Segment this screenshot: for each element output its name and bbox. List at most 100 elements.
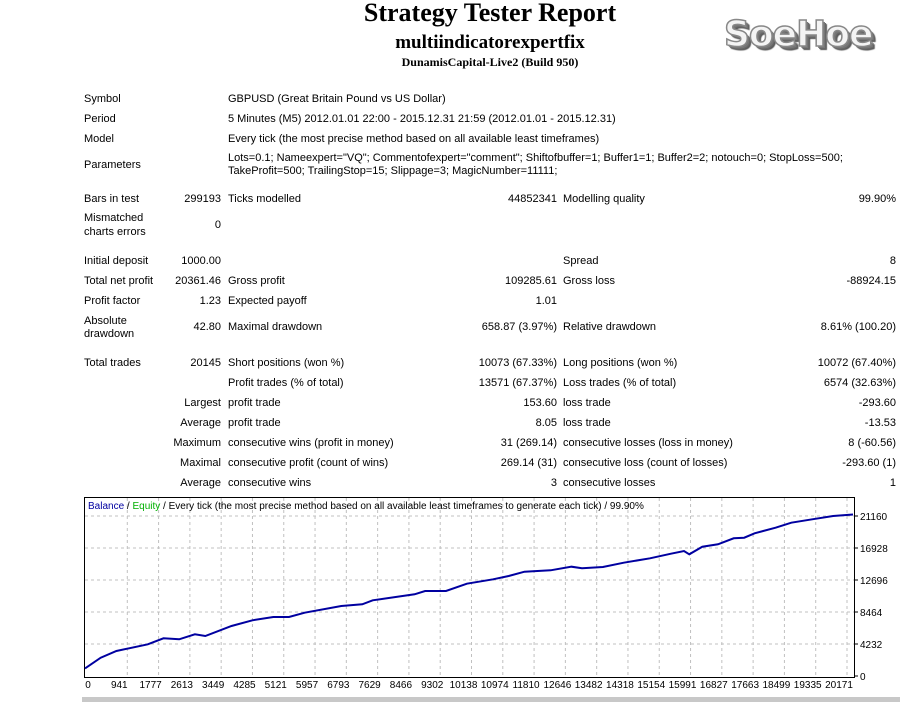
period-value: 5 Minutes (M5) 2012.01.01 22:00 - 2015.1… xyxy=(228,113,616,125)
maximal-profit-value: 269.14 (31) xyxy=(500,457,557,469)
relative-drawdown-label: Relative drawdown xyxy=(563,321,656,333)
total-trades-value: 20145 xyxy=(190,357,221,369)
x-tick-label: 5121 xyxy=(265,680,288,691)
gross-profit-value: 109285.61 xyxy=(505,275,557,287)
x-tick-label: 10974 xyxy=(481,680,509,691)
chart-ticks: 0 4232 8464 12696 16928 21160 0 941 1777 2613 3449… xyxy=(85,512,888,691)
mismatch-value: 0 xyxy=(214,219,221,231)
report-title: Strategy Tester Report xyxy=(363,0,617,27)
largest-profit-value: 153.60 xyxy=(523,397,557,409)
x-tick-label: 941 xyxy=(111,680,128,691)
legend-sep: / xyxy=(124,501,132,512)
x-tick-label: 3449 xyxy=(202,680,225,691)
x-tick-label: 0 xyxy=(85,680,91,691)
x-tick-label: 16827 xyxy=(700,680,728,691)
short-positions-label: Short positions (won %) xyxy=(228,357,345,369)
spread-value: 8 xyxy=(889,255,896,267)
total-trades-label: Total trades xyxy=(84,357,141,369)
avg-consecutive-losses-value: 1 xyxy=(889,477,896,489)
bottom-table-border xyxy=(82,697,900,702)
deposit-label: Initial deposit xyxy=(84,255,149,267)
x-tick-label: 1777 xyxy=(139,680,162,691)
expected-payoff-value: 1.01 xyxy=(535,295,557,307)
avg-consecutive-wins-label: consecutive wins xyxy=(228,477,312,489)
mismatch-label-1: Mismatched xyxy=(84,212,144,224)
long-positions-value: 10072 (67.40%) xyxy=(817,357,896,369)
x-tick-label: 20171 xyxy=(825,680,853,691)
largest-profit-label: profit trade xyxy=(228,397,281,409)
average-profit-value: 8.05 xyxy=(535,417,557,429)
quality-value: 99.90% xyxy=(858,193,896,205)
y-tick-label: 21160 xyxy=(860,512,888,523)
parameters-line-1: Lots=0.1; Nameexpert="VQ"; Commentofexpe… xyxy=(228,152,843,164)
loss-trades-value: 6574 (32.63%) xyxy=(823,377,896,389)
ticks-value: 44852341 xyxy=(508,193,557,205)
maximal-label: Maximal xyxy=(180,457,221,469)
legend-description: / Every tick (the most precise method ba… xyxy=(160,501,644,512)
profit-factor-label: Profit factor xyxy=(84,295,141,307)
maximal-loss-label: consecutive loss (count of losses) xyxy=(563,457,728,469)
mismatch-label-2: charts errors xyxy=(84,226,146,238)
y-tick-label: 0 xyxy=(860,672,866,683)
max-consecutive-losses-label: consecutive losses (loss in money) xyxy=(563,437,733,449)
x-tick-label: 14318 xyxy=(606,680,634,691)
net-profit-label: Total net profit xyxy=(84,275,154,287)
period-label: Period xyxy=(84,113,116,125)
symbol-label: Symbol xyxy=(84,93,121,105)
ticks-label: Ticks modelled xyxy=(228,193,301,205)
x-tick-label: 9302 xyxy=(421,680,444,691)
avg-consecutive-wins-value: 3 xyxy=(550,477,557,489)
x-tick-label: 11810 xyxy=(513,680,541,691)
legend-equity: Equity xyxy=(132,501,160,512)
chart-grid xyxy=(85,498,854,677)
spread-label: Spread xyxy=(563,255,599,267)
x-tick-label: 19335 xyxy=(794,680,822,691)
absolute-drawdown-label-1: Absolute xyxy=(84,315,127,327)
maximal-drawdown-value: 658.87 (3.97%) xyxy=(481,321,557,333)
quality-label: Modelling quality xyxy=(563,193,645,205)
maximal-profit-label: consecutive profit (count of wins) xyxy=(228,457,389,469)
expert-name: multiindicatorexpertfix xyxy=(395,32,585,53)
gross-loss-value: -88924.15 xyxy=(846,275,896,287)
y-tick-label: 16928 xyxy=(860,544,888,555)
parameters-line-2: TakeProfit=500; TrailingStop=15; Slippag… xyxy=(228,165,558,177)
deposit-value: 1000.00 xyxy=(181,255,221,267)
y-tick-label: 12696 xyxy=(860,576,888,587)
avg-consecutive-losses-label: consecutive losses xyxy=(563,477,656,489)
profit-trades-label: Profit trades (% of total) xyxy=(228,377,344,389)
x-tick-label: 17663 xyxy=(731,680,759,691)
absolute-drawdown-label-2: drawdown xyxy=(84,328,135,340)
legend-balance: Balance xyxy=(88,501,125,512)
y-tick-label: 8464 xyxy=(860,608,883,619)
x-tick-label: 12646 xyxy=(543,680,571,691)
absolute-drawdown-value: 42.80 xyxy=(193,321,221,333)
bars-value: 299193 xyxy=(184,193,221,205)
balance-line xyxy=(84,513,854,670)
model-label: Model xyxy=(84,133,114,145)
max-consecutive-wins-value: 31 (269.14) xyxy=(500,437,557,449)
x-tick-label: 8466 xyxy=(390,680,413,691)
x-tick-label: 4285 xyxy=(233,680,256,691)
balance-chart: 0 4232 8464 12696 16928 21160 0 941 1777 2613 3449… xyxy=(84,497,888,691)
average-loss-label: loss trade xyxy=(563,417,611,429)
bars-label: Bars in test xyxy=(84,193,140,205)
x-tick-label: 15991 xyxy=(669,680,697,691)
gross-profit-label: Gross profit xyxy=(228,275,285,287)
profit-factor-value: 1.23 xyxy=(199,295,221,307)
average-profit-label: profit trade xyxy=(228,417,281,429)
net-profit-value: 20361.46 xyxy=(175,275,221,287)
chart-frame xyxy=(84,497,855,678)
maximum-label: Maximum xyxy=(173,437,221,449)
y-tick-label: 4232 xyxy=(860,640,883,651)
x-tick-label: 10138 xyxy=(450,680,478,691)
largest-label: Largest xyxy=(184,397,221,409)
loss-trades-label: Loss trades (% of total) xyxy=(563,377,677,389)
x-tick-label: 13482 xyxy=(575,680,603,691)
x-tick-label: 6793 xyxy=(327,680,350,691)
parameters-label: Parameters xyxy=(84,159,141,171)
short-positions-value: 10073 (67.33%) xyxy=(478,357,557,369)
chart-legend: Balance / Equity / Every tick (the most … xyxy=(88,501,644,512)
max-consecutive-losses-value: 8 (-60.56) xyxy=(848,437,896,449)
server-build: DunamisCapital-Live2 (Build 950) xyxy=(401,55,579,69)
max-consecutive-wins-label: consecutive wins (profit in money) xyxy=(228,437,394,449)
